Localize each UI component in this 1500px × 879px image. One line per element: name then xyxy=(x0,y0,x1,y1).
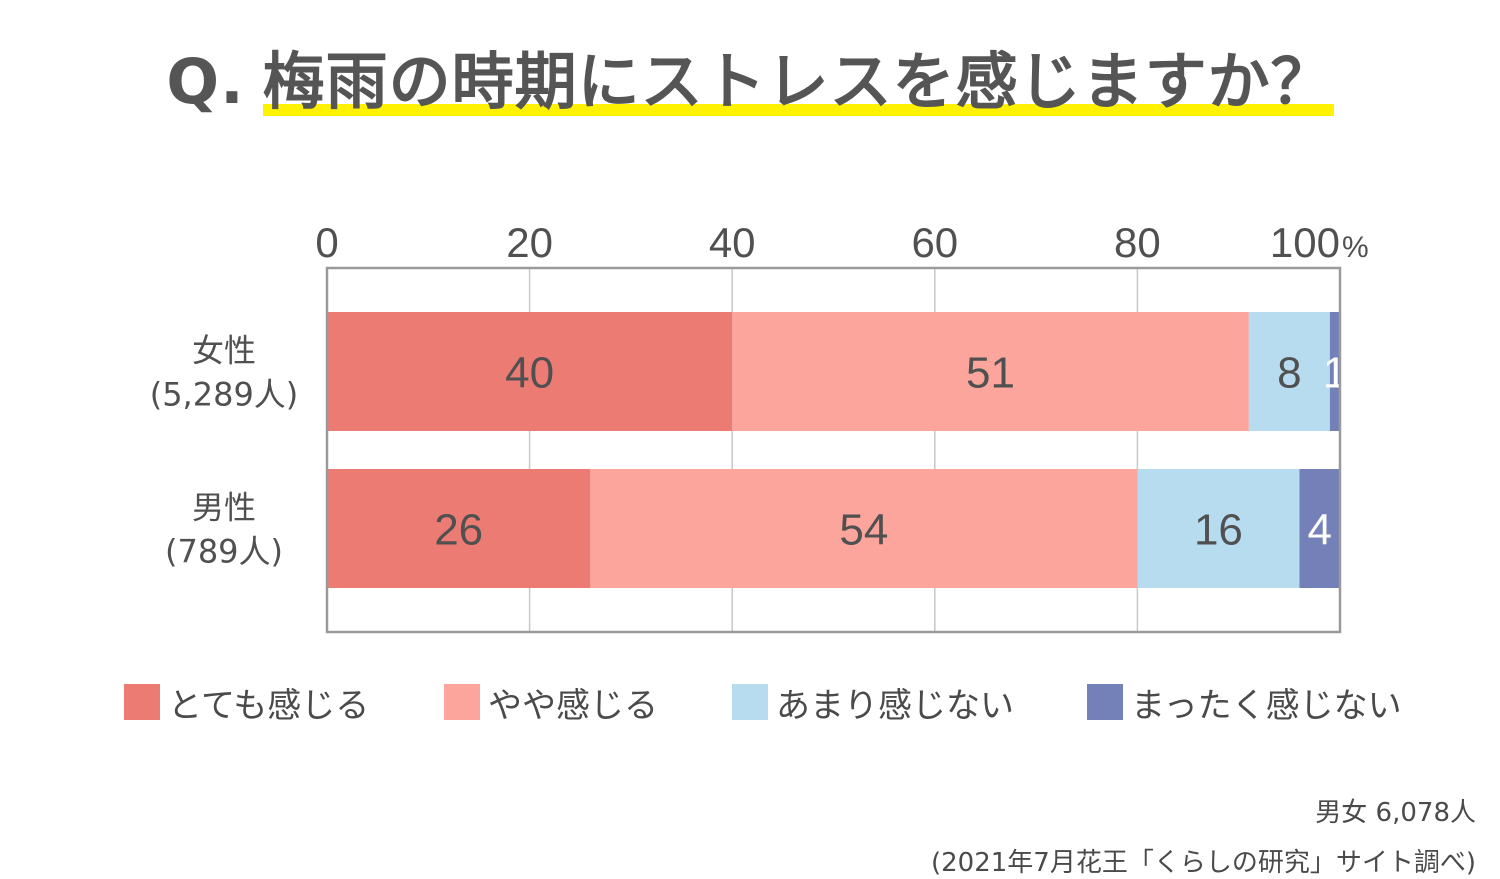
chart-legend: とても感じる やや感じる あまり感じない まったく感じない xyxy=(0,680,1500,726)
legend-swatch xyxy=(1087,684,1123,720)
bar-segment xyxy=(1329,312,1340,431)
tick-label: 20 xyxy=(506,219,553,266)
data-label: 54 xyxy=(839,506,888,555)
category-sublabel: (5,289人) xyxy=(150,376,299,414)
legend-label: やや感じる xyxy=(488,685,658,726)
data-label: 8 xyxy=(1277,349,1301,398)
bar-segment xyxy=(590,469,1138,588)
bar-segment xyxy=(732,312,1249,431)
tick-label: 60 xyxy=(911,219,958,266)
data-label: 1 xyxy=(1323,349,1347,398)
total-respondents: 男女 6,078人 xyxy=(1315,798,1476,828)
legend-label: とても感じる xyxy=(168,685,370,726)
data-label: 51 xyxy=(966,349,1015,398)
legend-label: まったく感じない xyxy=(1131,685,1402,726)
bar-segment xyxy=(1299,469,1340,588)
legend-item: まったく感じない xyxy=(1087,680,1402,726)
legend-swatch xyxy=(124,684,160,720)
tick-label: 100 xyxy=(1270,219,1340,266)
axis-unit: % xyxy=(1342,231,1369,264)
bar-segment xyxy=(1137,469,1300,588)
data-label: 4 xyxy=(1307,506,1331,555)
plot-frame xyxy=(325,266,1342,634)
legend-swatch xyxy=(732,684,768,720)
bar-segment xyxy=(1248,312,1330,431)
tick-label: 40 xyxy=(709,219,756,266)
legend-item: やや感じる xyxy=(444,680,658,726)
title-area: Q. 梅雨の時期にストレスを感じますか？ xyxy=(0,38,1500,126)
data-label: 16 xyxy=(1194,506,1243,555)
tick-label: 0 xyxy=(315,219,338,266)
legend-item: とても感じる xyxy=(124,680,370,726)
legend-swatch xyxy=(444,684,480,720)
chart-title: Q. 梅雨の時期にストレスを感じますか？ xyxy=(166,38,1333,126)
source-note: (2021年7月花王「くらしの研究」サイト調べ) xyxy=(931,848,1476,878)
data-label: 40 xyxy=(505,349,554,398)
category-sublabel: (789人) xyxy=(165,533,283,571)
category-label: 男性 xyxy=(192,489,256,527)
title-question: 梅雨の時期にストレスを感じますか？ xyxy=(262,45,1334,118)
category-label: 女性 xyxy=(192,332,256,370)
bar-segment xyxy=(327,469,591,588)
title-q: Q. xyxy=(166,45,245,118)
legend-label: あまり感じない xyxy=(776,685,1014,726)
legend-item: あまり感じない xyxy=(732,680,1014,726)
tick-label: 80 xyxy=(1114,219,1161,266)
bar-segment xyxy=(327,312,733,431)
data-label: 26 xyxy=(434,506,483,555)
